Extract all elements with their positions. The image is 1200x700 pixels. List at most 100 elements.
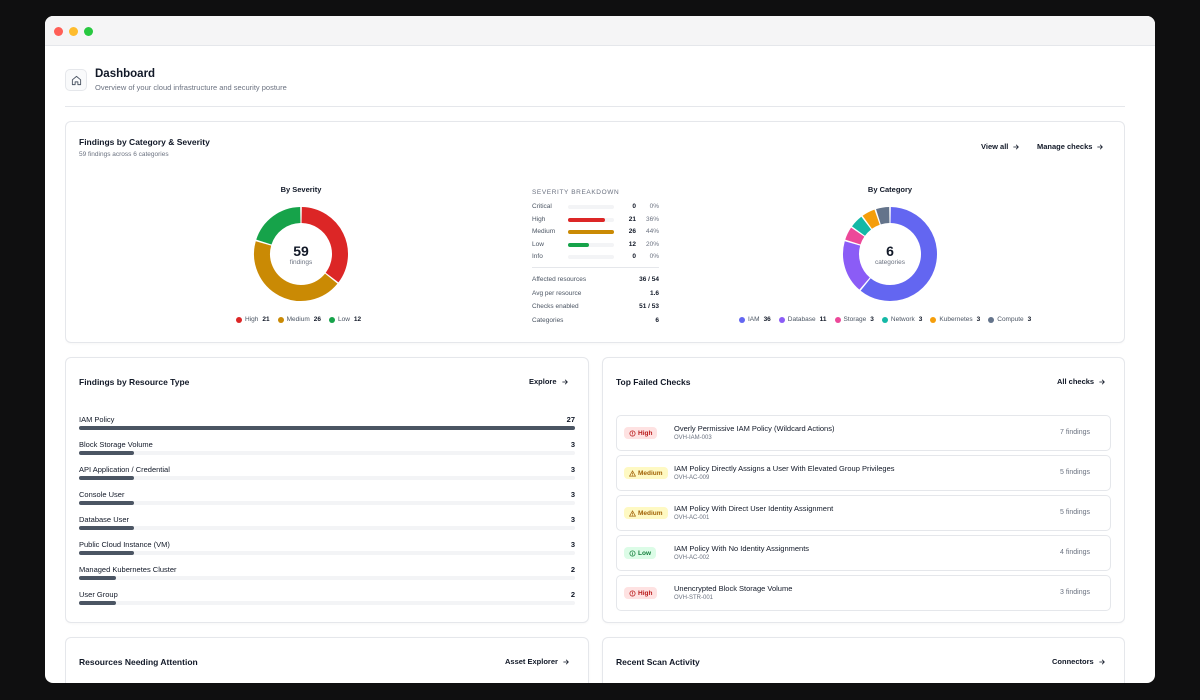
card-title: Top Failed Checks — [616, 377, 691, 387]
check-title: Unencrypted Block Storage Volume — [674, 584, 793, 593]
severity-donut-chart — [254, 207, 348, 301]
recent-scan-card: Recent Scan Activity Connectors — [602, 637, 1125, 683]
stat-value: 51 / 53 — [639, 303, 659, 310]
arrow-right-icon — [561, 379, 568, 384]
check-title: IAM Policy With Direct User Identity Ass… — [674, 504, 834, 513]
arrow-right-icon — [563, 659, 569, 664]
breakdown-label: Critical — [532, 203, 552, 210]
explore-label: Explore — [529, 377, 557, 386]
severity-legend-item-low: Low 12 — [328, 316, 361, 323]
resource-type-row[interactable]: Database User 3 — [79, 515, 575, 540]
resource-type-row[interactable]: IAM Policy 27 — [79, 415, 575, 440]
stat-row: Affected resources 36 / 54 — [532, 276, 659, 286]
view-all-label: View all — [981, 142, 1009, 151]
breakdown-label: High — [532, 215, 546, 223]
resource-type-row[interactable]: Block Storage Volume 3 — [79, 440, 575, 465]
check-id: OVH-AC-002 — [674, 555, 710, 561]
resource-bar-fill — [79, 451, 135, 455]
all-checks-link[interactable]: All checks — [1057, 377, 1106, 386]
breakdown-label: Info — [532, 253, 543, 260]
resource-type-row[interactable]: API Application / Credential 3 — [79, 465, 575, 490]
legend-swatch — [834, 316, 841, 323]
card-title: Resources Needing Attention — [79, 657, 198, 667]
card-subtitle: 59 findings across 6 categories — [79, 151, 169, 158]
category-legend: IAM 36 Database 11 Storage 3 Network 3 Kubernete… — [739, 316, 1039, 323]
legend-swatch — [277, 316, 284, 323]
resource-type-row[interactable]: User Group 2 — [79, 590, 575, 615]
app-window: Dashboard Overview of your cloud infrast… — [45, 16, 1155, 683]
by-category-title: By Category — [867, 185, 913, 194]
severity-legend-item-high: High 21 — [236, 316, 270, 323]
breakdown-bar-track — [568, 205, 614, 209]
close-window-button[interactable] — [54, 27, 63, 36]
legend-swatch — [881, 316, 888, 323]
category-segment-network — [852, 216, 872, 236]
breakdown-percent: 0% — [649, 203, 659, 210]
view-all-link[interactable]: View all — [981, 142, 1020, 151]
severity-badge-label: Low — [638, 549, 651, 557]
resource-type-label: Block Storage Volume — [79, 440, 153, 449]
home-button[interactable] — [65, 69, 87, 91]
severity-badge: Low — [624, 547, 656, 559]
legend-value: 36 — [763, 316, 771, 323]
maximize-window-button[interactable] — [84, 27, 93, 36]
resource-bar-track — [79, 426, 575, 430]
resource-type-row[interactable]: Public Cloud Instance (VM) 3 — [79, 540, 575, 565]
severity-badge: Medium — [624, 467, 668, 479]
minimize-window-button[interactable] — [69, 27, 78, 36]
resource-type-count: 3 — [570, 490, 575, 499]
resource-bar-fill — [79, 576, 116, 580]
check-title: IAM Policy Directly Assigns a User With … — [674, 464, 895, 473]
check-id: OVH-AC-009 — [674, 475, 710, 481]
resource-bar-track — [79, 526, 575, 530]
connectors-label: Connectors — [1052, 657, 1094, 666]
card-title: Findings by Category & Severity — [79, 137, 210, 147]
severity-total: 59 — [293, 243, 309, 259]
stat-row: Avg per resource 1.6 — [532, 290, 659, 300]
breakdown-percent: 36% — [645, 215, 659, 223]
legend-swatch — [778, 316, 785, 323]
resources-attention-card: Resources Needing Attention Asset Explor… — [65, 637, 589, 683]
resource-bar-fill — [79, 601, 116, 605]
connectors-link[interactable]: Connectors — [1052, 657, 1106, 666]
top-failed-checks-card: Top Failed Checks All checks High Overly … — [602, 357, 1125, 623]
failed-check-row[interactable]: High Overly Permissive IAM Policy (Wildca… — [616, 415, 1111, 451]
check-id: OVH-IAM-003 — [674, 435, 712, 441]
arrow-right-icon — [1099, 379, 1105, 384]
category-donut-center: 6 categories — [860, 243, 920, 266]
legend-value: 21 — [262, 316, 270, 323]
severity-badge: High — [624, 587, 658, 599]
legend-swatch — [930, 316, 937, 323]
breakdown-row-high: High 21 36% — [532, 215, 659, 225]
findings-category-severity-card: Findings by Category & Severity 59 findi… — [65, 121, 1125, 343]
resource-bar-fill — [79, 501, 135, 505]
manage-checks-link[interactable]: Manage checks — [1037, 142, 1104, 151]
check-findings-count: 4 findings — [1060, 549, 1090, 556]
failed-check-row[interactable]: Medium IAM Policy With Direct User Identi… — [616, 495, 1111, 531]
page-subtitle: Overview of your cloud infrastructure an… — [95, 83, 287, 92]
failed-check-row[interactable]: Low IAM Policy With No Identity Assignmen… — [616, 535, 1111, 571]
failed-check-row[interactable]: Medium IAM Policy Directly Assigns a User… — [616, 455, 1111, 491]
severity-legend: High 21 Medium 26 Low 12 — [236, 316, 369, 323]
severity-badge-label: Medium — [638, 469, 663, 477]
resource-type-count: 27 — [566, 415, 575, 424]
page-header: Dashboard Overview of your cloud infrast… — [65, 66, 1125, 107]
resource-bar-fill — [79, 551, 135, 555]
page-title: Dashboard — [95, 68, 156, 80]
resource-type-row[interactable]: Managed Kubernetes Cluster 2 — [79, 565, 575, 590]
stat-label: Checks enabled — [532, 303, 579, 310]
category-legend-item-network: Network 3 — [881, 316, 922, 323]
asset-explorer-link[interactable]: Asset Explorer — [505, 657, 570, 666]
breakdown-row-medium: Medium 26 44% — [532, 227, 659, 237]
alert-circle-icon — [629, 590, 636, 596]
explore-link[interactable]: Explore — [529, 377, 569, 386]
arrow-right-icon — [1097, 144, 1104, 149]
resource-type-row[interactable]: Console User 3 — [79, 490, 575, 515]
severity-breakdown-title: SEVERITY BREAKDOWN — [532, 189, 620, 196]
resource-bar-track — [79, 501, 575, 505]
breakdown-count: 0 — [632, 253, 636, 260]
card-title: Findings by Resource Type — [79, 377, 190, 387]
breakdown-label: Low — [532, 240, 544, 248]
alert-circle-icon — [629, 430, 636, 436]
failed-check-row[interactable]: High Unencrypted Block Storage Volume OVH-… — [616, 575, 1111, 611]
